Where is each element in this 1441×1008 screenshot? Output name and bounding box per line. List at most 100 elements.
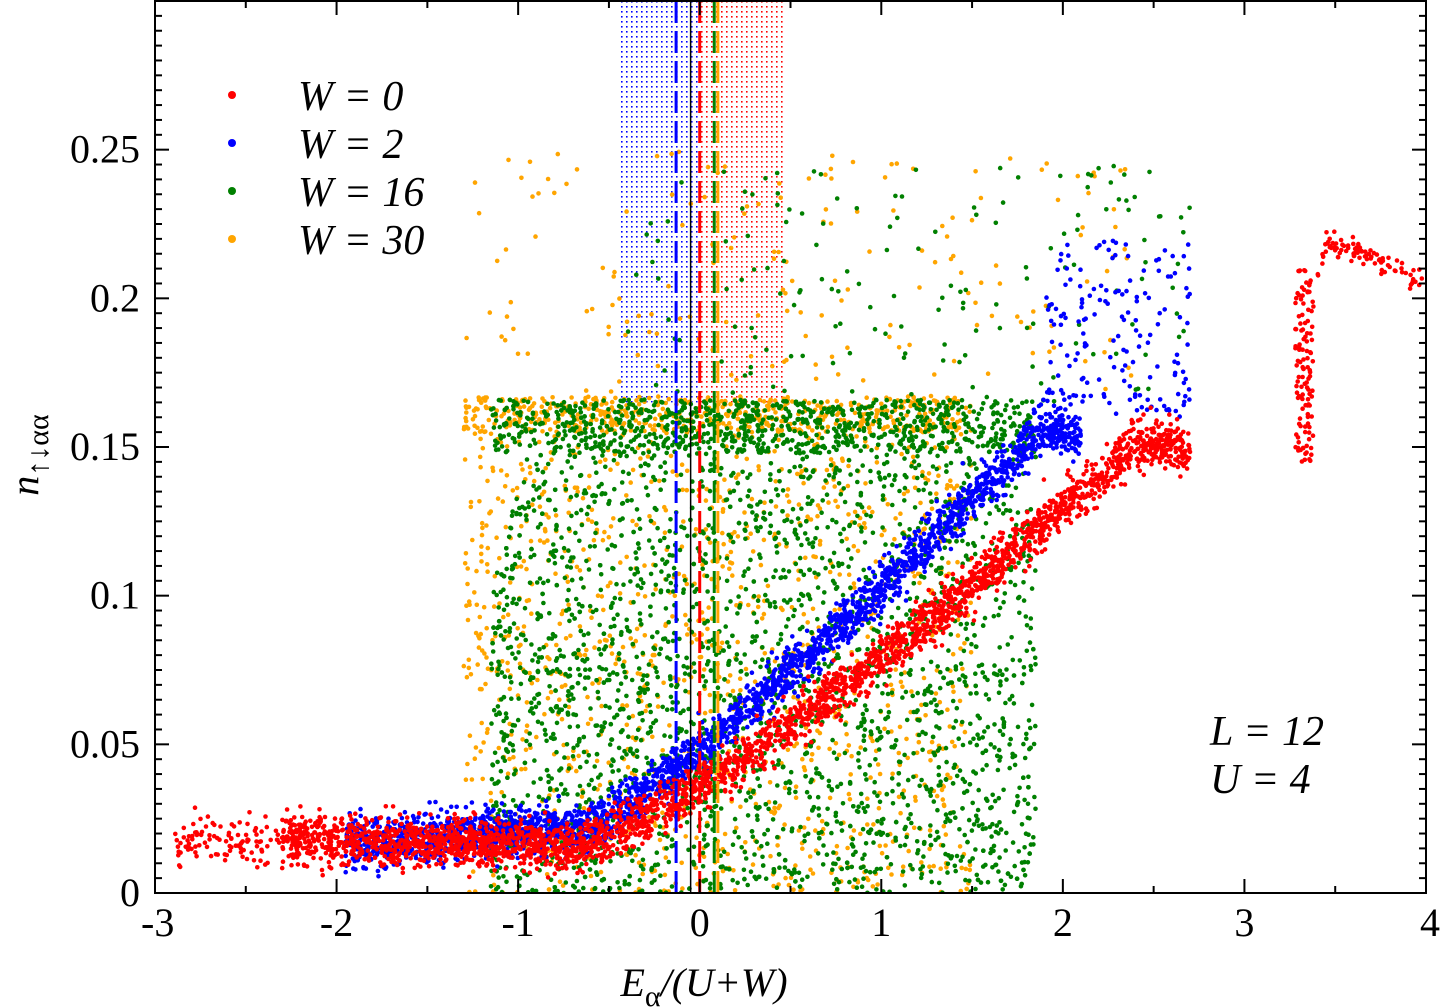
point-w30 xyxy=(997,281,1003,286)
point-w16 xyxy=(795,516,801,521)
point-w30 xyxy=(730,688,736,694)
point-w30 xyxy=(524,700,530,705)
point-w16 xyxy=(701,423,706,429)
point-w30 xyxy=(588,873,594,879)
point-w30 xyxy=(479,559,484,564)
point-w30 xyxy=(891,208,896,213)
point-w16 xyxy=(567,452,573,458)
point-w16 xyxy=(1016,849,1022,854)
point-w16 xyxy=(572,651,578,656)
point-w16 xyxy=(549,776,554,781)
point-w30 xyxy=(948,478,953,484)
point-w16 xyxy=(997,820,1002,825)
point-w16 xyxy=(823,565,828,571)
point-w16 xyxy=(907,616,913,622)
point-w30 xyxy=(563,636,569,641)
point-w16 xyxy=(601,398,606,403)
point-w16 xyxy=(813,536,818,541)
point-w30 xyxy=(542,711,547,717)
point-w16 xyxy=(644,407,649,413)
point-w30 xyxy=(550,395,555,400)
point-w16 xyxy=(934,466,940,472)
point-w16 xyxy=(495,672,501,678)
point-w16 xyxy=(786,790,792,796)
point-w16 xyxy=(719,465,724,471)
point-w16 xyxy=(685,665,690,670)
point-w30 xyxy=(515,626,520,631)
point-w16 xyxy=(547,786,553,791)
point-w30 xyxy=(485,726,490,732)
point-w16 xyxy=(1017,658,1023,663)
point-w16 xyxy=(489,721,494,726)
point-w30 xyxy=(564,181,569,187)
point-w16 xyxy=(494,803,499,808)
point-w16 xyxy=(1024,623,1030,628)
point-w30 xyxy=(813,362,818,367)
point-w16 xyxy=(822,661,827,667)
point-w16 xyxy=(610,565,615,571)
point-w30 xyxy=(888,682,894,688)
point-w30 xyxy=(720,530,725,536)
point-w16 xyxy=(826,778,832,784)
point-w16 xyxy=(1010,840,1016,845)
point-w16 xyxy=(815,444,821,449)
point-w16 xyxy=(627,419,632,425)
point-w16 xyxy=(633,550,638,555)
point-w30 xyxy=(636,421,642,426)
point-w16 xyxy=(859,800,865,806)
point-w16 xyxy=(573,530,578,536)
point-w30 xyxy=(730,573,735,578)
point-w16 xyxy=(744,672,749,677)
point-w16 xyxy=(860,463,865,468)
point-w16 xyxy=(660,704,665,710)
point-w16 xyxy=(948,632,954,637)
point-w30 xyxy=(806,400,812,406)
point-w16 xyxy=(939,555,945,561)
point-w16 xyxy=(578,406,583,411)
point-w16 xyxy=(902,456,907,461)
point-w16 xyxy=(852,877,858,882)
point-w16 xyxy=(901,795,906,800)
point-w16 xyxy=(611,616,617,622)
point-w16 xyxy=(646,449,652,455)
point-w16 xyxy=(509,680,514,685)
point-w16 xyxy=(773,402,779,408)
point-w30 xyxy=(729,372,734,378)
point-w16 xyxy=(558,444,563,450)
point-w16 xyxy=(951,725,956,730)
point-w16 xyxy=(949,405,955,411)
point-w16 xyxy=(516,650,521,655)
point-w30 xyxy=(874,460,880,465)
point-w30 xyxy=(1018,319,1024,325)
point-w16 xyxy=(855,513,860,519)
point-w16 xyxy=(562,575,568,581)
point-w30 xyxy=(911,825,917,831)
point-w16 xyxy=(668,517,673,522)
point-w30 xyxy=(746,602,751,608)
point-w16 xyxy=(792,428,797,434)
point-w16 xyxy=(975,807,981,813)
point-w16 xyxy=(646,538,652,543)
point-w30 xyxy=(681,519,686,524)
point-w16 xyxy=(669,707,675,712)
point-w16 xyxy=(822,590,827,595)
point-w16 xyxy=(571,745,576,751)
point-w16 xyxy=(954,773,960,779)
point-w30 xyxy=(882,175,888,180)
point-w16 xyxy=(802,833,807,838)
point-w16 xyxy=(566,587,571,593)
point-w16 xyxy=(1026,718,1032,723)
point-w30 xyxy=(559,716,565,722)
point-w30 xyxy=(611,274,616,279)
point-w16 xyxy=(981,425,987,431)
point-w16 xyxy=(583,430,588,435)
point-w16 xyxy=(617,517,623,523)
point-w16 xyxy=(700,558,706,563)
point-w30 xyxy=(624,209,629,214)
point-w16 xyxy=(612,595,618,601)
point-w16 xyxy=(740,469,745,475)
point-w16 xyxy=(961,480,967,486)
point-w16 xyxy=(734,652,740,657)
point-w16 xyxy=(944,759,949,765)
point-w30 xyxy=(528,538,534,544)
